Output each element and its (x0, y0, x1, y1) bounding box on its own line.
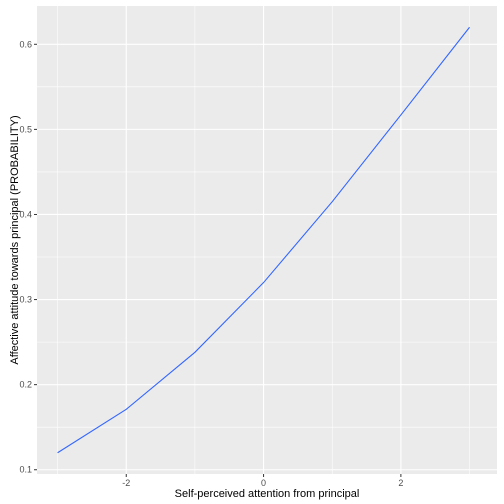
x-tick-label: -2 (122, 478, 130, 488)
x-tick-labels: -2 0 2 (122, 478, 403, 488)
y-tick-labels: 0.1 0.2 0.3 0.4 0.5 0.6 (19, 39, 32, 474)
axis-ticks (34, 43, 402, 477)
y-axis-title: Affective attitude towards principal (PR… (9, 115, 21, 364)
x-axis-title: Self-perceived attention from principal (175, 488, 360, 500)
y-tick-label: 0.5 (19, 124, 32, 134)
y-tick-label: 0.4 (19, 209, 32, 219)
y-tick-label: 0.2 (19, 380, 32, 390)
y-tick-label: 0.6 (19, 39, 32, 49)
major-gridlines (37, 6, 497, 474)
x-tick-label: 0 (261, 478, 266, 488)
y-tick-label: 0.1 (19, 465, 32, 475)
plot-panel (37, 6, 497, 474)
series-line (57, 26, 470, 454)
x-tick-label: 2 (398, 478, 403, 488)
y-tick-label: 0.3 (19, 295, 32, 305)
data-series (57, 26, 470, 454)
minor-gridlines (37, 6, 497, 474)
